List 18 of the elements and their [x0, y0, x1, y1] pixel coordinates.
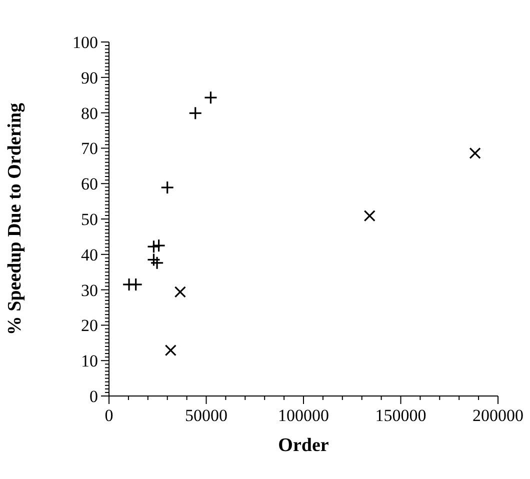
y-tick-label: 30 [81, 280, 98, 300]
y-tick-label: 20 [81, 316, 98, 336]
x-tick-label: 100000 [278, 406, 329, 425]
x-tick-label: 200000 [472, 406, 524, 425]
x-tick-label: 0 [104, 406, 114, 425]
y-tick-label: 80 [81, 104, 98, 123]
x-tick-label: 150000 [375, 406, 426, 425]
y-tick-label: 0 [90, 386, 98, 406]
y-tick-label: 40 [81, 245, 98, 264]
y-tick-label: 70 [81, 139, 98, 158]
y-tick-label: 100 [72, 32, 98, 52]
x-tick-label: 50000 [185, 406, 228, 425]
y-tick-label: 50 [81, 210, 98, 229]
x-axis-title: Order [278, 435, 330, 456]
y-tick-label: 90 [81, 68, 98, 88]
y-tick-label: 10 [81, 352, 98, 371]
y-tick-label: 60 [81, 174, 98, 194]
y-axis-title: % Speedup Due to Ordering [4, 102, 26, 336]
